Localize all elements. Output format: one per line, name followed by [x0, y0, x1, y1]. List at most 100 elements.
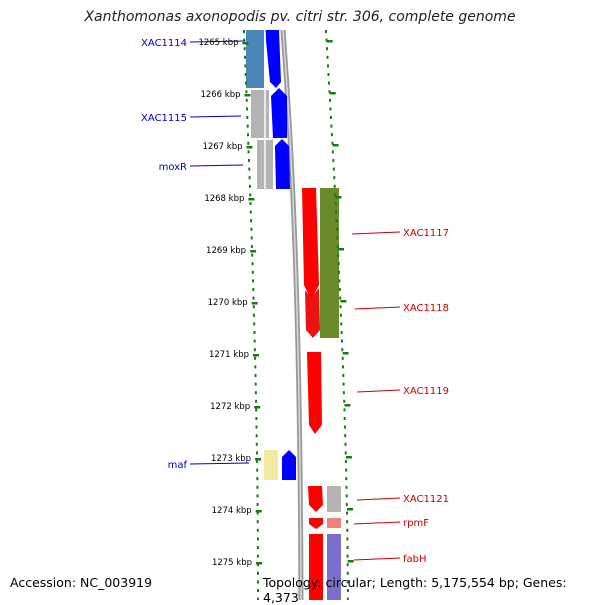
topology-text: Topology: circular; Length: 5,175,554 bp…	[263, 575, 567, 605]
ruler-major-tick	[347, 560, 354, 563]
gene-label-XAC1121[interactable]: XAC1121	[403, 494, 449, 505]
ruler-dot	[337, 253, 340, 257]
ruler-dot	[252, 296, 255, 300]
gene-label-XAC1118[interactable]: XAC1118	[403, 303, 449, 314]
ruler-major-tick	[250, 250, 257, 253]
gene-label-rpmF[interactable]: rpmF	[403, 518, 429, 529]
ruler-dot	[250, 227, 253, 231]
tick-label: 1275 kbp	[212, 558, 252, 568]
gene-rpmF-arrow[interactable]	[309, 518, 323, 529]
ruler-dot	[250, 219, 253, 223]
ruler-dot	[251, 270, 254, 274]
ruler-dot	[345, 494, 348, 498]
ruler-major-tick	[338, 248, 344, 251]
ruler-dot	[255, 399, 258, 403]
backbone-inner	[282, 29, 302, 600]
ruler-dot	[256, 460, 259, 463]
ruler-major-tick	[255, 510, 262, 513]
ruler-dot	[253, 348, 256, 352]
ruler-dot	[256, 537, 259, 541]
ruler-dot	[244, 55, 246, 59]
gene-label-XAC1117[interactable]: XAC1117	[403, 228, 449, 239]
ruler-dot	[247, 133, 249, 137]
ruler-dot	[346, 520, 349, 524]
ruler-dot	[252, 288, 255, 291]
ruler-dot	[346, 589, 349, 592]
gene-XAC1115-arrow[interactable]	[271, 88, 287, 138]
ruler-dot	[337, 262, 340, 266]
ruler-dot	[335, 219, 338, 223]
tick-label: 1274 kbp	[212, 506, 252, 516]
ruler-dot	[346, 580, 349, 584]
gene-XAC1117-arrow[interactable]	[302, 188, 319, 300]
ruler-dot	[334, 202, 337, 205]
ruler-dot	[257, 589, 259, 592]
ruler-dot	[333, 184, 336, 188]
gene-label-XAC1114[interactable]: XAC1114	[141, 38, 187, 49]
ruler-dot	[256, 503, 259, 506]
ruler-dot	[346, 511, 348, 515]
ruler-dot	[248, 159, 250, 162]
ruler-dot	[255, 417, 258, 420]
ruler-dot	[338, 279, 341, 283]
gene-moxR-arrow[interactable]	[275, 139, 290, 189]
tick-label: 1268 kbp	[204, 194, 244, 204]
ruler-dot	[256, 554, 259, 558]
gene-label-XAC1115[interactable]: XAC1115	[141, 113, 187, 124]
gene-XAC1114-arrow[interactable]	[265, 30, 281, 88]
gene-XAC1118-arrow[interactable]	[305, 288, 320, 338]
gene-label-moxR[interactable]: moxR	[159, 162, 187, 173]
ruler-major-tick	[342, 352, 349, 355]
ruler-dot	[255, 442, 258, 446]
gene-label-leader	[189, 40, 246, 43]
tick-label: 1270 kbp	[208, 298, 248, 308]
gene-fabH-arrow[interactable]	[309, 534, 323, 600]
gene-label-fabH[interactable]: fabH	[403, 554, 427, 565]
ruler-dot	[253, 313, 255, 317]
gene-label-leader	[189, 164, 244, 167]
ruler-dot	[248, 184, 251, 188]
gene-label-leader	[353, 521, 401, 525]
ruler-major-tick	[345, 456, 352, 459]
ruler-dot	[342, 391, 345, 395]
ruler-dot	[255, 408, 258, 412]
ruler-dot	[254, 374, 257, 377]
ruler-dot	[346, 554, 349, 558]
ruler-dot	[244, 73, 247, 76]
ruler-major-tick	[246, 146, 253, 149]
ruler-dot	[254, 391, 257, 395]
ruler-major-tick	[256, 562, 262, 565]
ruler-dot	[251, 253, 254, 257]
ruler-dot	[248, 167, 251, 171]
ruler-major-tick	[242, 42, 249, 45]
ruler-major-tick	[347, 508, 353, 511]
gene-label-maf[interactable]: maf	[168, 460, 188, 471]
ruler-dot	[249, 202, 252, 205]
ruler-dot	[342, 374, 345, 377]
ruler-dot	[250, 245, 253, 248]
ruler-dot	[327, 64, 329, 68]
gene-maf-arrow[interactable]	[282, 450, 296, 480]
gene-label-XAC1119[interactable]: XAC1119	[403, 386, 449, 397]
cog-block-yellow-maf	[264, 450, 278, 480]
ruler-dot	[254, 382, 257, 386]
ruler-dot	[331, 150, 334, 154]
ruler-dot	[325, 38, 328, 42]
ruler-dot	[252, 279, 254, 283]
ruler-dot	[249, 193, 252, 197]
ruler-dot	[346, 546, 349, 549]
tick-label: 1273 kbp	[211, 454, 251, 464]
ruler-dot	[253, 339, 256, 343]
gene-XAC1119-arrow[interactable]	[307, 352, 322, 434]
ruler-major-tick	[332, 144, 339, 147]
gene-XAC1121-arrow[interactable]	[308, 486, 323, 512]
ruler-dot	[346, 537, 349, 541]
ruler-dot	[243, 38, 246, 42]
ruler-dot	[256, 451, 258, 455]
ruler-major-tick	[340, 300, 347, 303]
ruler-dot	[341, 348, 344, 352]
tick-label: 1265 kbp	[198, 38, 238, 48]
ruler-dot	[335, 210, 338, 214]
